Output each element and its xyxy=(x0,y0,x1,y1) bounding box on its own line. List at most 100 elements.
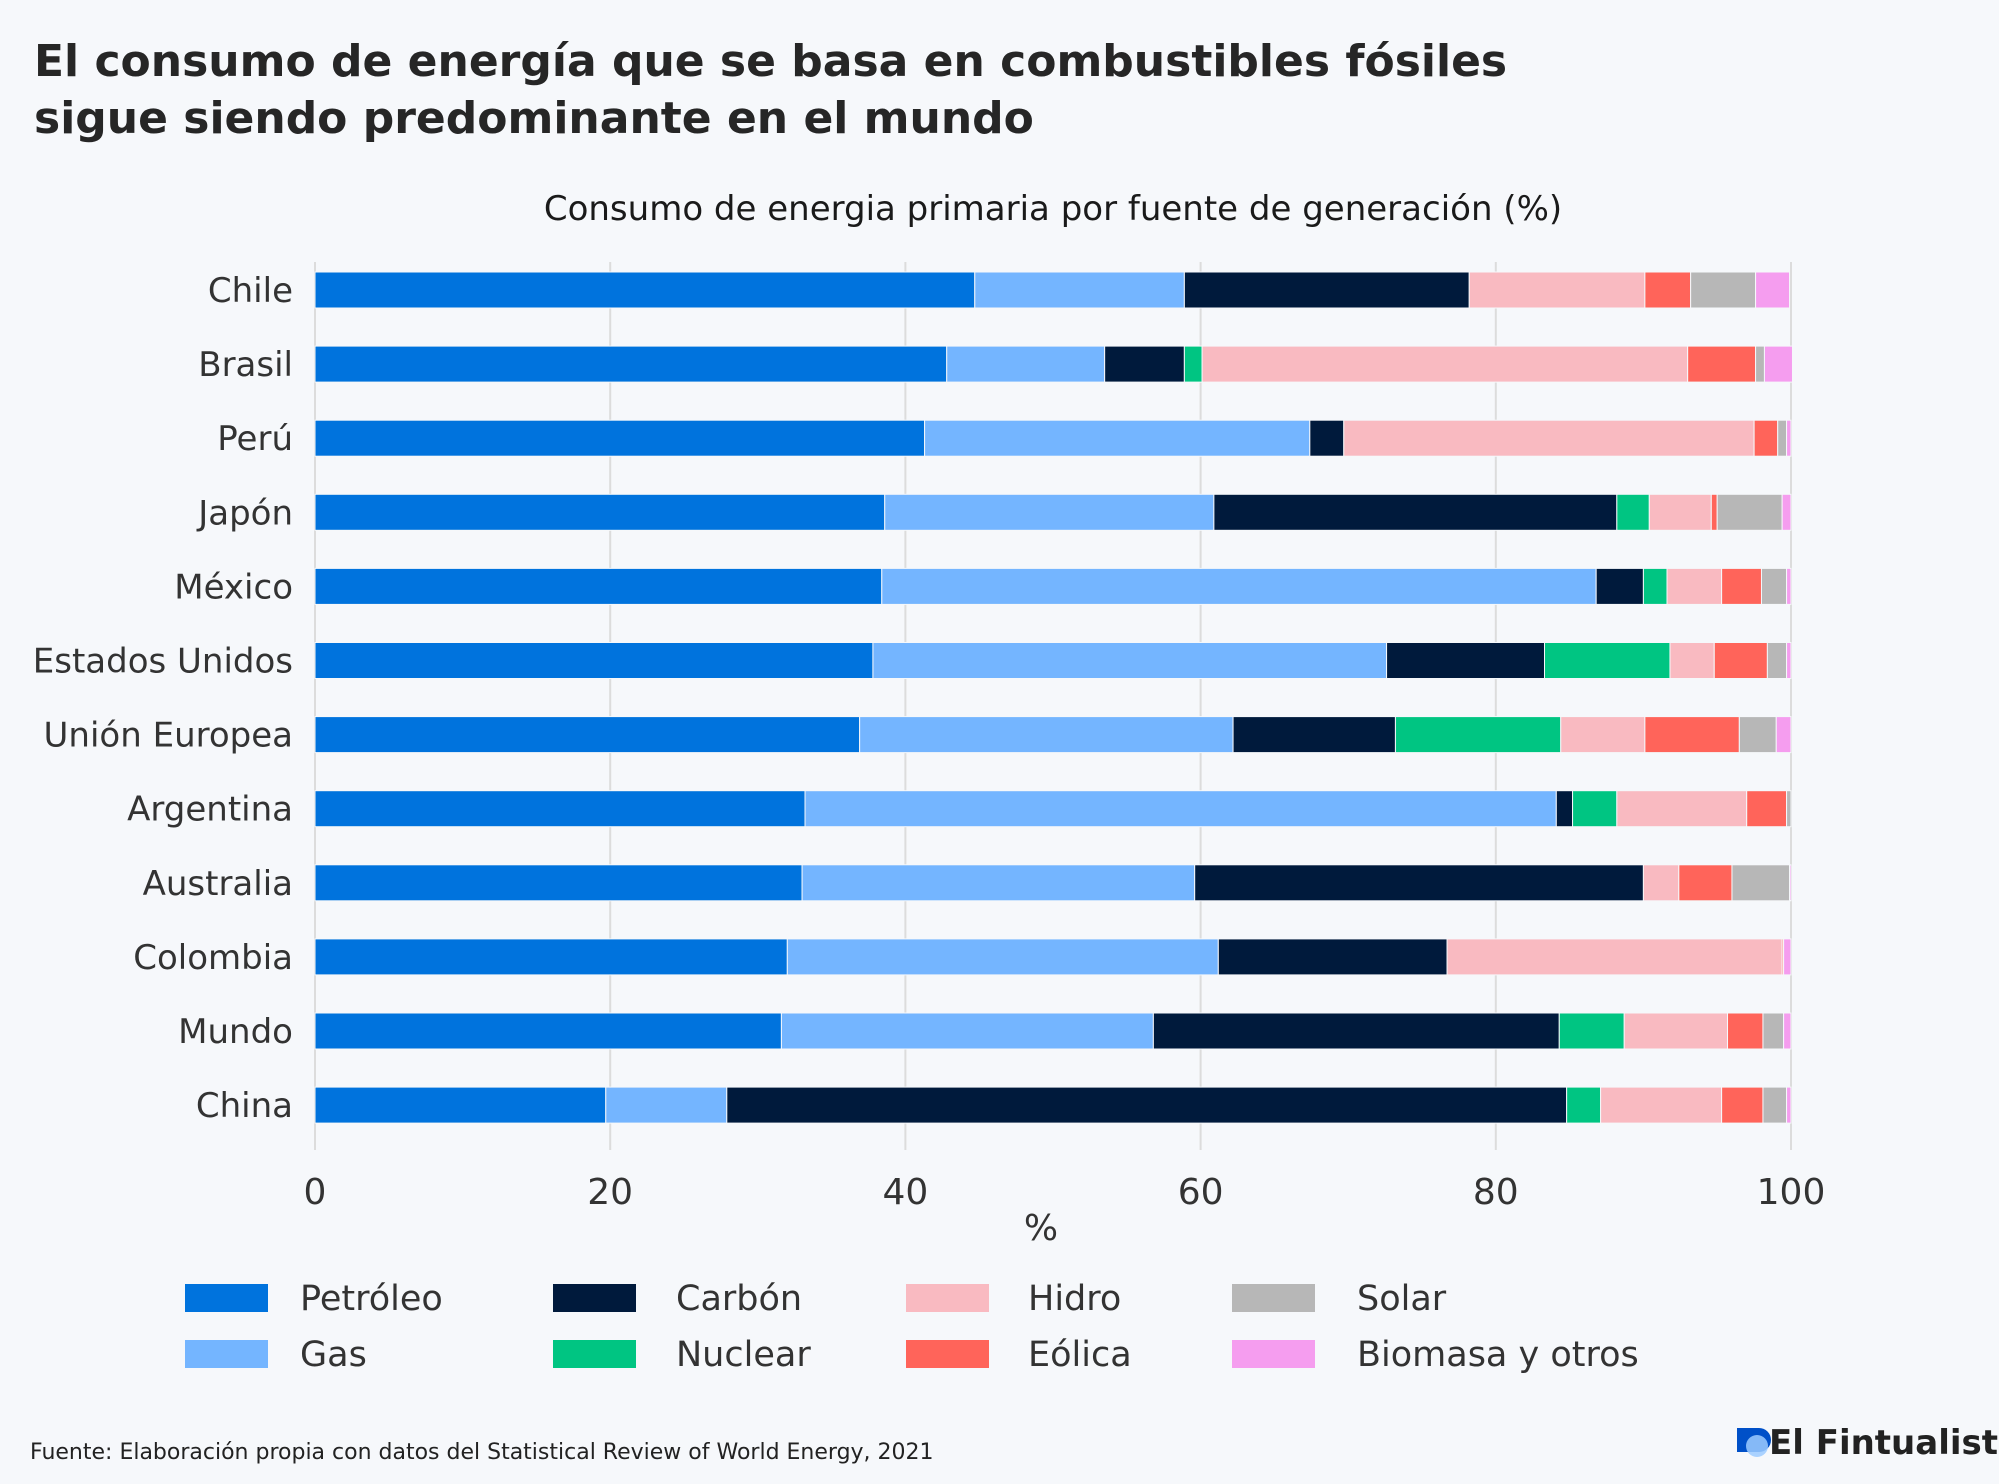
bar-segment xyxy=(1572,790,1618,828)
legend-label: Nuclear xyxy=(676,1335,811,1375)
bar-segment xyxy=(1194,864,1644,902)
logo-text: El Fintualist xyxy=(1769,1423,1998,1463)
category-label: Japón xyxy=(196,493,293,533)
bar-segment xyxy=(1644,716,1740,754)
bar-segment xyxy=(1386,642,1546,679)
x-tick-label: 0 xyxy=(304,1172,327,1213)
bar-segment xyxy=(1595,567,1644,605)
bar-segment xyxy=(786,938,1219,976)
bar-segment xyxy=(974,271,1185,309)
bar-segment xyxy=(1213,493,1618,531)
bar-segment xyxy=(1716,493,1783,531)
bar-segment xyxy=(1783,1012,1792,1050)
x-axis-label: % xyxy=(1024,1208,1058,1249)
bar-segment xyxy=(1786,419,1792,457)
legend-label: Petróleo xyxy=(300,1279,443,1319)
bar-segment xyxy=(884,493,1215,531)
bar-segment xyxy=(1560,716,1646,754)
legend-label: Carbón xyxy=(676,1279,802,1319)
bar-segment xyxy=(1746,790,1788,828)
bar-segment xyxy=(1544,642,1671,679)
bar-segment xyxy=(1642,864,1680,902)
bar-segment xyxy=(1690,271,1757,309)
bar-segment xyxy=(314,938,788,976)
bar-segment xyxy=(1713,642,1768,679)
x-axis-ticks: 0 20 40 60 80 100 xyxy=(304,1172,1826,1213)
bar-segment xyxy=(1755,345,1765,383)
bar-segment xyxy=(1678,864,1733,902)
bar-segment xyxy=(801,864,1196,902)
bar-segment xyxy=(1775,716,1792,754)
logo-circle-icon xyxy=(1746,1435,1768,1457)
bar-segment xyxy=(1738,716,1777,754)
bar-segment xyxy=(1766,642,1788,679)
bar-segment xyxy=(314,345,948,383)
bar-segment xyxy=(1152,1012,1560,1050)
legend-swatch xyxy=(553,1340,636,1368)
category-label: Colombia xyxy=(133,938,293,978)
legend-label: Solar xyxy=(1357,1279,1447,1319)
source-note: Fuente: Elaboración propia con datos del… xyxy=(30,1440,934,1465)
legend: Petróleo Carbón Hidro Solar Gas Nuclear Eólica… xyxy=(185,1279,1639,1375)
bar-segment xyxy=(1777,419,1788,457)
logo: El Fintualist xyxy=(1737,1423,1998,1463)
bar-segment xyxy=(1648,493,1712,531)
gridlines xyxy=(314,262,1792,1150)
legend-swatch xyxy=(906,1284,989,1312)
title-line-2: sigue siendo predominante en el mundo xyxy=(34,93,1034,144)
category-label: Chile xyxy=(208,271,293,311)
legend-label: Hidro xyxy=(1028,1279,1121,1319)
bar-segment xyxy=(314,419,926,457)
bar-segment xyxy=(1201,345,1689,383)
chart-subtitle: Consumo de energia primaria por fuente d… xyxy=(544,189,1562,229)
bar-segment xyxy=(1183,345,1203,383)
bar-segment xyxy=(946,345,1106,383)
bar-segment xyxy=(314,1012,782,1050)
bar-segment xyxy=(1309,419,1345,457)
category-label: México xyxy=(174,567,293,607)
bar-segment xyxy=(605,1086,728,1124)
legend-swatch xyxy=(1232,1340,1315,1368)
x-tick-label: 20 xyxy=(587,1172,633,1213)
bar-segment xyxy=(1600,1086,1723,1124)
bar-segment xyxy=(1616,493,1650,531)
bar-segment xyxy=(314,493,886,531)
bar-segment xyxy=(1104,345,1185,383)
bar-segment xyxy=(1781,493,1792,531)
legend-swatch xyxy=(906,1340,989,1368)
bar-segment xyxy=(1446,938,1783,976)
bar-segment xyxy=(726,1086,1568,1124)
legend-label: Gas xyxy=(300,1335,367,1375)
bar-segment xyxy=(1783,938,1792,976)
bar-segment xyxy=(859,716,1234,754)
category-label: China xyxy=(196,1086,293,1126)
bar-segment xyxy=(1762,1086,1788,1124)
bar-segment xyxy=(1786,642,1792,679)
legend-swatch xyxy=(1232,1284,1315,1312)
x-tick-label: 40 xyxy=(882,1172,928,1213)
category-label: Perú xyxy=(217,419,293,459)
bar-segment xyxy=(1786,790,1792,828)
bar-segment xyxy=(314,716,861,754)
bar-segment xyxy=(924,419,1311,457)
bar-segment xyxy=(1755,271,1791,309)
bar-segment xyxy=(314,642,874,679)
bars xyxy=(314,271,1793,1124)
bar-segment xyxy=(1217,938,1448,976)
bar-segment xyxy=(314,567,883,605)
category-labels: Chile Brasil Perú Japón México Estados Unidos… xyxy=(33,271,293,1126)
bar-segment xyxy=(314,790,806,828)
bar-segment xyxy=(1721,567,1762,605)
bar-segment xyxy=(1687,345,1757,383)
bar-segment xyxy=(1232,716,1396,754)
bar-segment xyxy=(1669,642,1715,679)
x-tick-label: 60 xyxy=(1178,1172,1224,1213)
x-tick-label: 80 xyxy=(1473,1172,1519,1213)
bar-segment xyxy=(1710,493,1718,531)
bar-segment xyxy=(1623,1012,1729,1050)
bar-segment xyxy=(1343,419,1755,457)
category-label: Unión Europea xyxy=(44,716,293,756)
bar-segment xyxy=(1394,716,1562,754)
bar-segment xyxy=(1731,864,1791,902)
